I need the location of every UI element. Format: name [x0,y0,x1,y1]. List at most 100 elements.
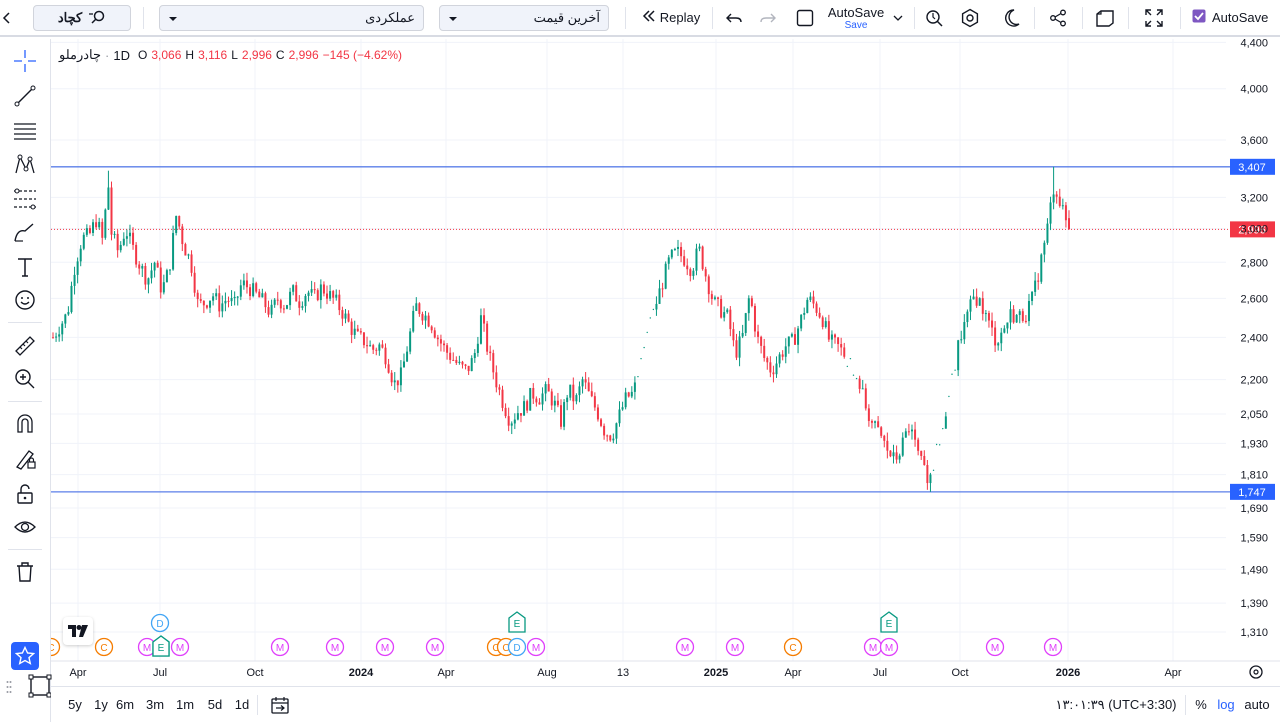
chevron-left-icon[interactable] [0,0,12,35]
candle-body [1052,194,1055,203]
unlock-icon[interactable] [11,480,39,508]
candle-body [735,340,738,358]
share-icon[interactable] [1046,0,1070,35]
candle-body [987,313,990,321]
favorite-star-icon[interactable] [11,642,39,670]
candle-body [615,423,618,439]
layout-icon[interactable] [794,0,816,35]
candle-body [168,269,171,271]
log-toggle[interactable]: log [1217,697,1235,712]
range-button-1m[interactable]: 1m [175,697,195,712]
eye-icon[interactable] [11,513,39,541]
svg-text:M: M [176,643,184,654]
legend-symbol[interactable]: چادرملو [59,47,102,62]
candle-body [144,266,147,285]
chevron-down-icon [168,11,178,26]
horizontal-line-price-tag [1230,483,1275,500]
tradingview-logo[interactable] [63,617,93,645]
candle-body [58,334,61,337]
candle-body [483,315,486,324]
forecast-icon[interactable] [11,185,39,213]
trash-icon[interactable] [11,558,39,586]
brush-icon[interactable] [11,219,39,247]
candle-body [618,409,621,424]
symbol-search-button[interactable]: کچاد [33,5,131,31]
emoji-icon[interactable] [11,286,39,314]
candle-body [966,311,969,323]
candle-body [245,280,248,288]
candle-body [1015,314,1018,323]
candle-body [415,303,418,311]
candle-body [704,269,707,277]
lock-drawing-icon[interactable] [11,445,39,473]
candle-body [593,396,596,408]
candle-body [692,270,695,276]
quick-search-icon[interactable] [922,0,946,35]
last-price-label: 2,996 [1238,224,1266,236]
undo-icon[interactable] [722,0,746,35]
magnet-icon[interactable] [11,410,39,438]
fullscreen-icon[interactable] [1142,0,1166,35]
text-icon[interactable] [11,253,39,281]
candle-body [76,261,79,275]
candle-body [673,248,676,250]
legend-close: 2,996 [288,48,319,62]
pattern-icon[interactable] [11,151,39,179]
candle-body [803,312,806,315]
ruler-icon[interactable] [11,332,39,360]
candle-body [498,387,501,390]
chevron-down-icon[interactable] [890,0,906,35]
legend-change: −145 (−4.62%) [322,48,403,62]
range-button-6m[interactable]: 6m [115,697,135,712]
settings-icon[interactable] [958,0,982,35]
clock-time[interactable]: ۱۳:۰۱:۳۹ (UTC+3:30) [1055,696,1177,712]
candle-body [369,345,372,347]
range-button-1y[interactable]: 1y [94,697,108,712]
candle-body [458,361,461,363]
autosave-toggle[interactable]: AutoSave [1192,0,1280,35]
zoom-in-icon[interactable] [11,365,39,393]
candle-body [436,337,439,340]
snapshot-icon[interactable] [1093,0,1117,35]
price-type-dropdown-label: آخرین قیمت [533,10,600,25]
event-marker-m: M [879,637,899,657]
candle-body [889,450,892,457]
svg-text:D: D [156,619,163,630]
auto-toggle[interactable]: auto [1244,697,1270,712]
fib-retracement-icon[interactable] [11,117,39,145]
replay-button[interactable]: Replay [640,0,702,35]
range-button-5y[interactable]: 5y [68,697,82,712]
range-button-3m[interactable]: 3m [145,697,165,712]
candle-body [452,359,455,361]
drag-handle-icon[interactable] [2,673,16,701]
candle-body [504,407,507,417]
crosshair-icon[interactable] [11,47,39,75]
price-tick-label: 1,930 [1240,438,1268,450]
date-range-icon[interactable] [269,687,291,722]
candle-body [766,357,769,363]
redo-icon[interactable] [756,0,780,35]
candle-body [55,336,58,338]
candle-body [1031,291,1034,301]
candle-body [627,392,630,397]
candle-body [877,421,880,428]
range-button-5d[interactable]: 5d [207,697,223,712]
candle-body [606,435,609,437]
candle-body [806,299,809,313]
price-type-dropdown[interactable]: آخرین قیمت [439,5,609,31]
percent-toggle[interactable]: % [1195,697,1207,712]
select-region-icon[interactable] [26,672,54,700]
autosave-button[interactable]: AutoSave Save [824,0,888,35]
dark-mode-icon[interactable] [1000,0,1024,35]
candle-body [535,398,538,403]
event-marker-m: M [170,637,190,657]
event-marker-m: M [526,637,546,657]
candle-body [818,312,821,318]
candle-body [575,395,578,402]
trend-line-icon[interactable] [11,82,39,110]
range-button-1d[interactable]: 1d [234,697,250,712]
candle-body [596,407,599,420]
indicator-dropdown[interactable]: عملکردی [159,5,424,31]
